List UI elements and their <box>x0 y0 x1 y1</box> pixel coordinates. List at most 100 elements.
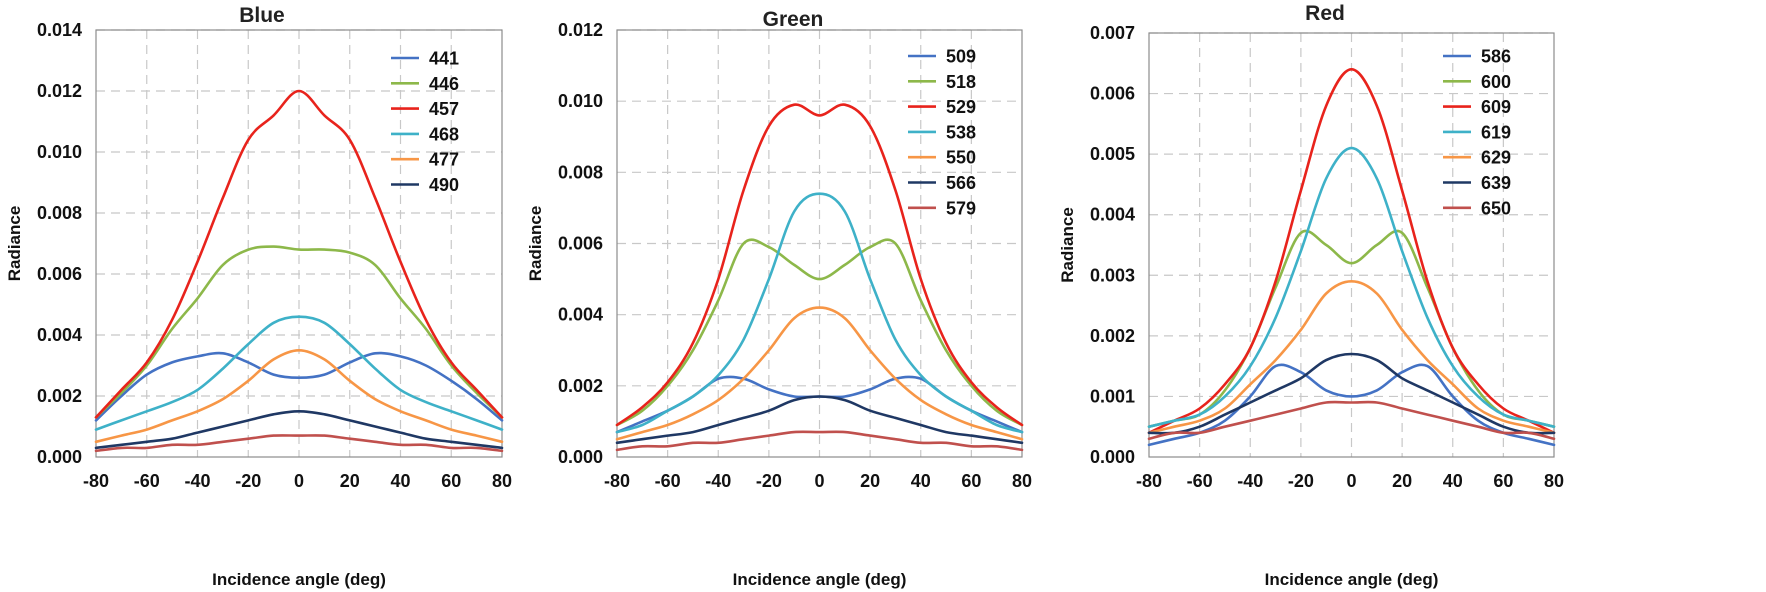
legend-entry: 629 <box>1481 148 1511 168</box>
y-tick-label: 0.005 <box>1090 144 1135 164</box>
x-axis-label: Incidence angle (deg) <box>733 570 907 589</box>
y-tick-label: 0.000 <box>558 447 603 467</box>
x-tick-label: -60 <box>655 471 681 491</box>
series-line-550 <box>615 306 1024 441</box>
series-line-579 <box>615 430 1024 452</box>
y-tick-label: 0.010 <box>37 142 82 162</box>
legend-entry: 619 <box>1481 122 1511 142</box>
chart-panel-2: 0.000 0.001 0.002 0.003 0.004 0.005 0.006 0.007… <box>1058 2 1564 589</box>
chart-title: Green <box>763 8 824 31</box>
legend-entry: 468 <box>429 124 459 144</box>
x-tick-label: 40 <box>911 471 931 491</box>
legend-entry: 518 <box>946 72 976 92</box>
series-line-586 <box>1147 363 1556 447</box>
legend-entry: 609 <box>1481 97 1511 117</box>
y-tick-label: 0.002 <box>37 386 82 406</box>
x-tick-label: 60 <box>1493 471 1513 491</box>
y-tick-label: 0.004 <box>558 305 603 325</box>
series-line-446 <box>94 245 504 419</box>
series-line-490 <box>94 410 504 450</box>
legend-entry: 586 <box>1481 47 1511 67</box>
legend-entry: 457 <box>429 99 459 119</box>
legend-entry: 441 <box>429 49 459 69</box>
legend-entry: 579 <box>946 198 976 218</box>
y-tick-label: 0.012 <box>37 81 82 101</box>
chart-title: Red <box>1305 2 1345 25</box>
x-tick-label: 60 <box>441 471 461 491</box>
y-tick-label: 0.010 <box>558 91 603 111</box>
x-tick-label: -20 <box>756 471 782 491</box>
x-tick-label: 0 <box>294 471 304 491</box>
plot-area <box>1148 32 1555 458</box>
series-line-650 <box>1147 400 1556 441</box>
legend-entry: 490 <box>429 175 459 195</box>
x-tick-label: -80 <box>604 471 630 491</box>
y-tick-label: 0.008 <box>558 162 603 182</box>
x-tick-label: -20 <box>235 471 261 491</box>
y-tick-label: 0.007 <box>1090 23 1135 43</box>
y-tick-label: 0.006 <box>1090 84 1135 104</box>
y-tick-label: 0.008 <box>37 203 82 223</box>
series-line-600 <box>1147 229 1556 428</box>
legend-entry: 529 <box>946 97 976 117</box>
legend-entry: 566 <box>946 173 976 193</box>
legend-entry: 477 <box>429 150 459 170</box>
series-line-468 <box>94 315 504 431</box>
series-line-538 <box>615 192 1024 434</box>
y-tick-label: 0.004 <box>1090 205 1135 225</box>
y-axis-label: Radiance <box>1058 207 1077 283</box>
x-tick-label: -80 <box>83 471 109 491</box>
legend-entry: 550 <box>946 148 976 168</box>
series-line-609 <box>1147 68 1556 435</box>
plot-area <box>95 29 503 458</box>
chart-title: Blue <box>239 4 285 27</box>
y-tick-label: 0.006 <box>37 264 82 284</box>
x-tick-label: 20 <box>860 471 880 491</box>
x-axis-label: Incidence angle (deg) <box>1265 570 1439 589</box>
y-tick-label: 0.004 <box>37 325 82 345</box>
legend-entry: 538 <box>946 122 976 142</box>
y-tick-label: 0.001 <box>1090 386 1135 406</box>
legend-entry: 600 <box>1481 72 1511 92</box>
series-line-629 <box>1147 280 1556 435</box>
x-tick-label: 80 <box>492 471 512 491</box>
x-tick-label: 40 <box>390 471 410 491</box>
x-tick-label: -80 <box>1136 471 1162 491</box>
legend-entry: 639 <box>1481 173 1511 193</box>
y-tick-label: 0.000 <box>1090 447 1135 467</box>
series-line-unlabeled-6 <box>94 434 504 453</box>
series-line-441 <box>94 351 504 422</box>
y-tick-label: 0.006 <box>558 234 603 254</box>
x-tick-label: 80 <box>1544 471 1564 491</box>
series-line-529 <box>615 103 1024 427</box>
x-tick-label: -40 <box>1237 471 1263 491</box>
x-tick-label: 60 <box>961 471 981 491</box>
y-tick-label: 0.002 <box>558 376 603 396</box>
x-tick-label: 40 <box>1443 471 1463 491</box>
x-tick-label: 80 <box>1012 471 1032 491</box>
series-line-566 <box>615 395 1024 445</box>
x-tick-label: -60 <box>1187 471 1213 491</box>
y-tick-label: 0.002 <box>1090 326 1135 346</box>
series-line-457 <box>94 89 504 419</box>
y-tick-label: 0.000 <box>37 447 82 467</box>
y-tick-label: 0.012 <box>558 20 603 40</box>
x-tick-label: -40 <box>184 471 210 491</box>
x-tick-label: 0 <box>1346 471 1356 491</box>
series-line-639 <box>1147 352 1556 435</box>
legend-entry: 650 <box>1481 198 1511 218</box>
x-tick-label: 20 <box>1392 471 1412 491</box>
y-tick-label: 0.003 <box>1090 265 1135 285</box>
series-line-518 <box>615 238 1024 427</box>
y-axis-label: Radiance <box>5 206 24 282</box>
plot-area <box>616 29 1023 458</box>
x-tick-label: -40 <box>705 471 731 491</box>
chart-panel-1: 0.000 0.002 0.004 0.006 0.008 0.010 0.012 -80 -6… <box>526 8 1032 589</box>
series-line-619 <box>1147 146 1556 428</box>
y-tick-label: 0.014 <box>37 20 82 40</box>
x-axis-label: Incidence angle (deg) <box>212 570 386 589</box>
x-tick-label: -20 <box>1288 471 1314 491</box>
x-tick-label: 20 <box>340 471 360 491</box>
x-tick-label: 0 <box>814 471 824 491</box>
